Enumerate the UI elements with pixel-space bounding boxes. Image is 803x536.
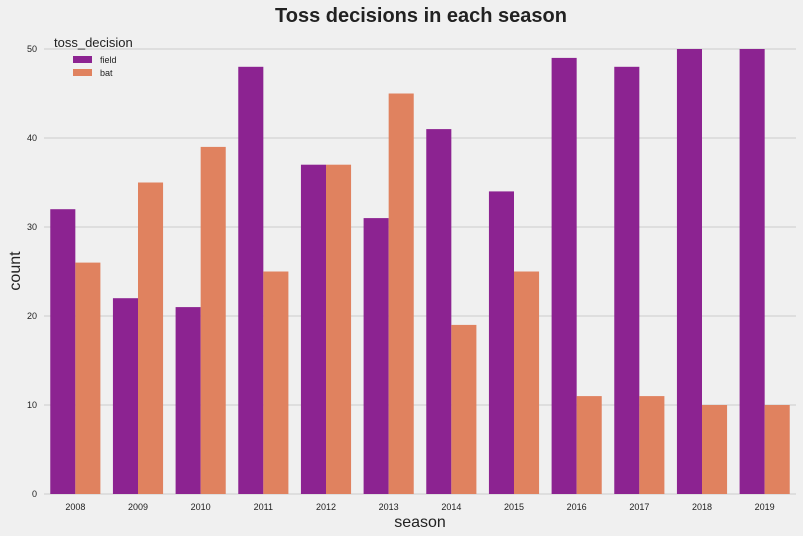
x-tick-label: 2008 [65,502,85,512]
bar-field-2011 [238,66,264,495]
x-tick-label: 2014 [441,502,461,512]
y-tick-label: 50 [27,44,37,54]
bar-field-2016 [551,57,577,495]
x-tick-label: 2017 [629,502,649,512]
bar-bat-2008 [75,262,101,494]
bar-field-2014 [426,129,452,494]
y-axis-ticks: 0 10 20 30 40 50 [27,44,37,499]
legend-swatch-bat [73,69,92,76]
bar-field-2009 [112,298,138,494]
x-tick-label: 2010 [191,502,211,512]
x-tick-label: 2019 [755,502,775,512]
bar-field-2017 [614,66,640,495]
y-tick-label: 10 [27,400,37,410]
bar-field-2015 [488,191,514,494]
y-tick-label: 40 [27,133,37,143]
bar-bat-2010 [200,146,226,494]
bar-bat-2016 [576,396,602,494]
legend-label-bat: bat [100,68,113,78]
bar-bat-2009 [138,182,164,494]
chart-title: Toss decisions in each season [275,5,567,27]
bar-bat-2011 [263,271,289,494]
legend: toss_decision field bat [54,35,133,78]
y-tick-label: 30 [27,222,37,232]
bar-field-2012 [300,164,326,494]
legend-swatch-field [73,56,92,63]
x-tick-label: 2012 [316,502,336,512]
bar-field-2019 [739,49,765,494]
y-tick-label: 20 [27,311,37,321]
legend-label-field: field [100,55,117,65]
bar-bat-2018 [702,405,728,494]
x-axis-ticks: 2008 2009 2010 2011 2012 2013 2014 2015 2016 2017… [65,502,774,512]
bar-bat-2019 [764,405,790,494]
gridlines [44,48,796,495]
legend-title: toss_decision [54,35,133,50]
x-tick-label: 2016 [567,502,587,512]
bar-field-2013 [363,218,389,494]
x-tick-label: 2011 [254,502,273,512]
bar-field-2010 [175,307,201,494]
x-tick-label: 2009 [128,502,148,512]
bar-field-2018 [676,49,702,494]
y-axis-label: count [7,251,24,291]
bar-bat-2017 [639,396,665,494]
bars [50,49,790,495]
y-tick-label: 0 [32,489,37,499]
x-tick-label: 2015 [504,502,524,512]
bar-bat-2015 [514,271,540,494]
x-tick-label: 2018 [692,502,712,512]
bar-bat-2014 [451,324,477,494]
bar-bat-2012 [326,164,352,494]
bar-field-2008 [50,209,76,494]
x-tick-label: 2013 [379,502,399,512]
x-axis-label: season [394,514,446,531]
bar-bat-2013 [388,93,414,494]
